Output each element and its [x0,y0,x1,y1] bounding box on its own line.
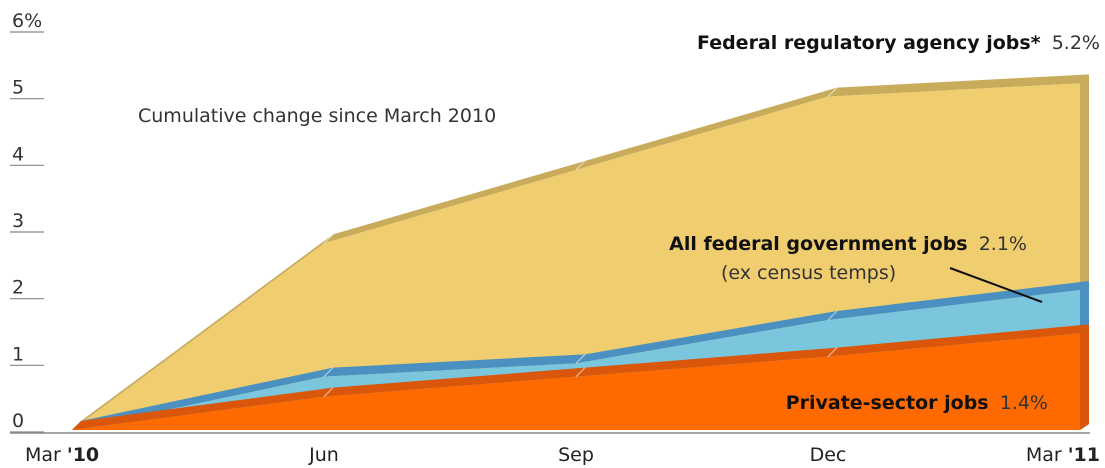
x-tick-label: Mar '11 [1026,444,1100,466]
y-tick-label: 5 [12,77,24,99]
x-axis: Mar '10 Jun Sep Dec Mar '11 [25,444,1100,466]
series-point [827,310,838,321]
y-tick-label: 2 [12,277,24,299]
y-axis: 0 1 2 3 4 5 6% [10,10,44,433]
x-tick-label: Sep [558,444,594,466]
y-tick-label: 1 [12,343,24,365]
series-area [72,333,1080,430]
series-point [575,353,586,364]
y-tick-label: 6% [12,10,42,32]
series-point [827,87,838,98]
federal-leader-line [949,267,1043,303]
series-side [1080,324,1089,430]
x-tick-label: Jun [308,444,339,466]
series-point [323,387,334,398]
series-value-regulatory: 5.2% [1052,32,1100,54]
x-tick-label: Mar '10 [25,444,99,466]
series-point [575,160,586,171]
series-name-regulatory: Federal regulatory agency jobs* [697,32,1041,54]
series-value-federal: 2.1% [979,233,1027,255]
y-tick-label: 4 [12,143,24,165]
series-name-federal: All federal government jobs [669,233,968,255]
series-value-private: 1.4% [1000,392,1048,414]
series-point [323,367,334,378]
y-tick-label: 0 [12,410,24,432]
series-point [575,367,586,378]
series-label-federal: All federal government jobs 2.1% [669,233,1027,255]
series-name-private: Private-sector jobs [786,392,989,414]
series-layer [72,74,1089,430]
series-note-federal: (ex census temps) [721,262,896,284]
x-tick-label: Dec [810,444,847,466]
series-label-private: Private-sector jobs 1.4% [786,392,1048,414]
series-label-regulatory: Federal regulatory agency jobs* 5.2% [697,32,1100,54]
series-point [323,233,334,244]
y-tick-label: 3 [12,210,24,232]
series-point [827,347,838,358]
series-edge [72,281,1089,430]
chart-subtitle: Cumulative change since March 2010 [138,105,496,127]
